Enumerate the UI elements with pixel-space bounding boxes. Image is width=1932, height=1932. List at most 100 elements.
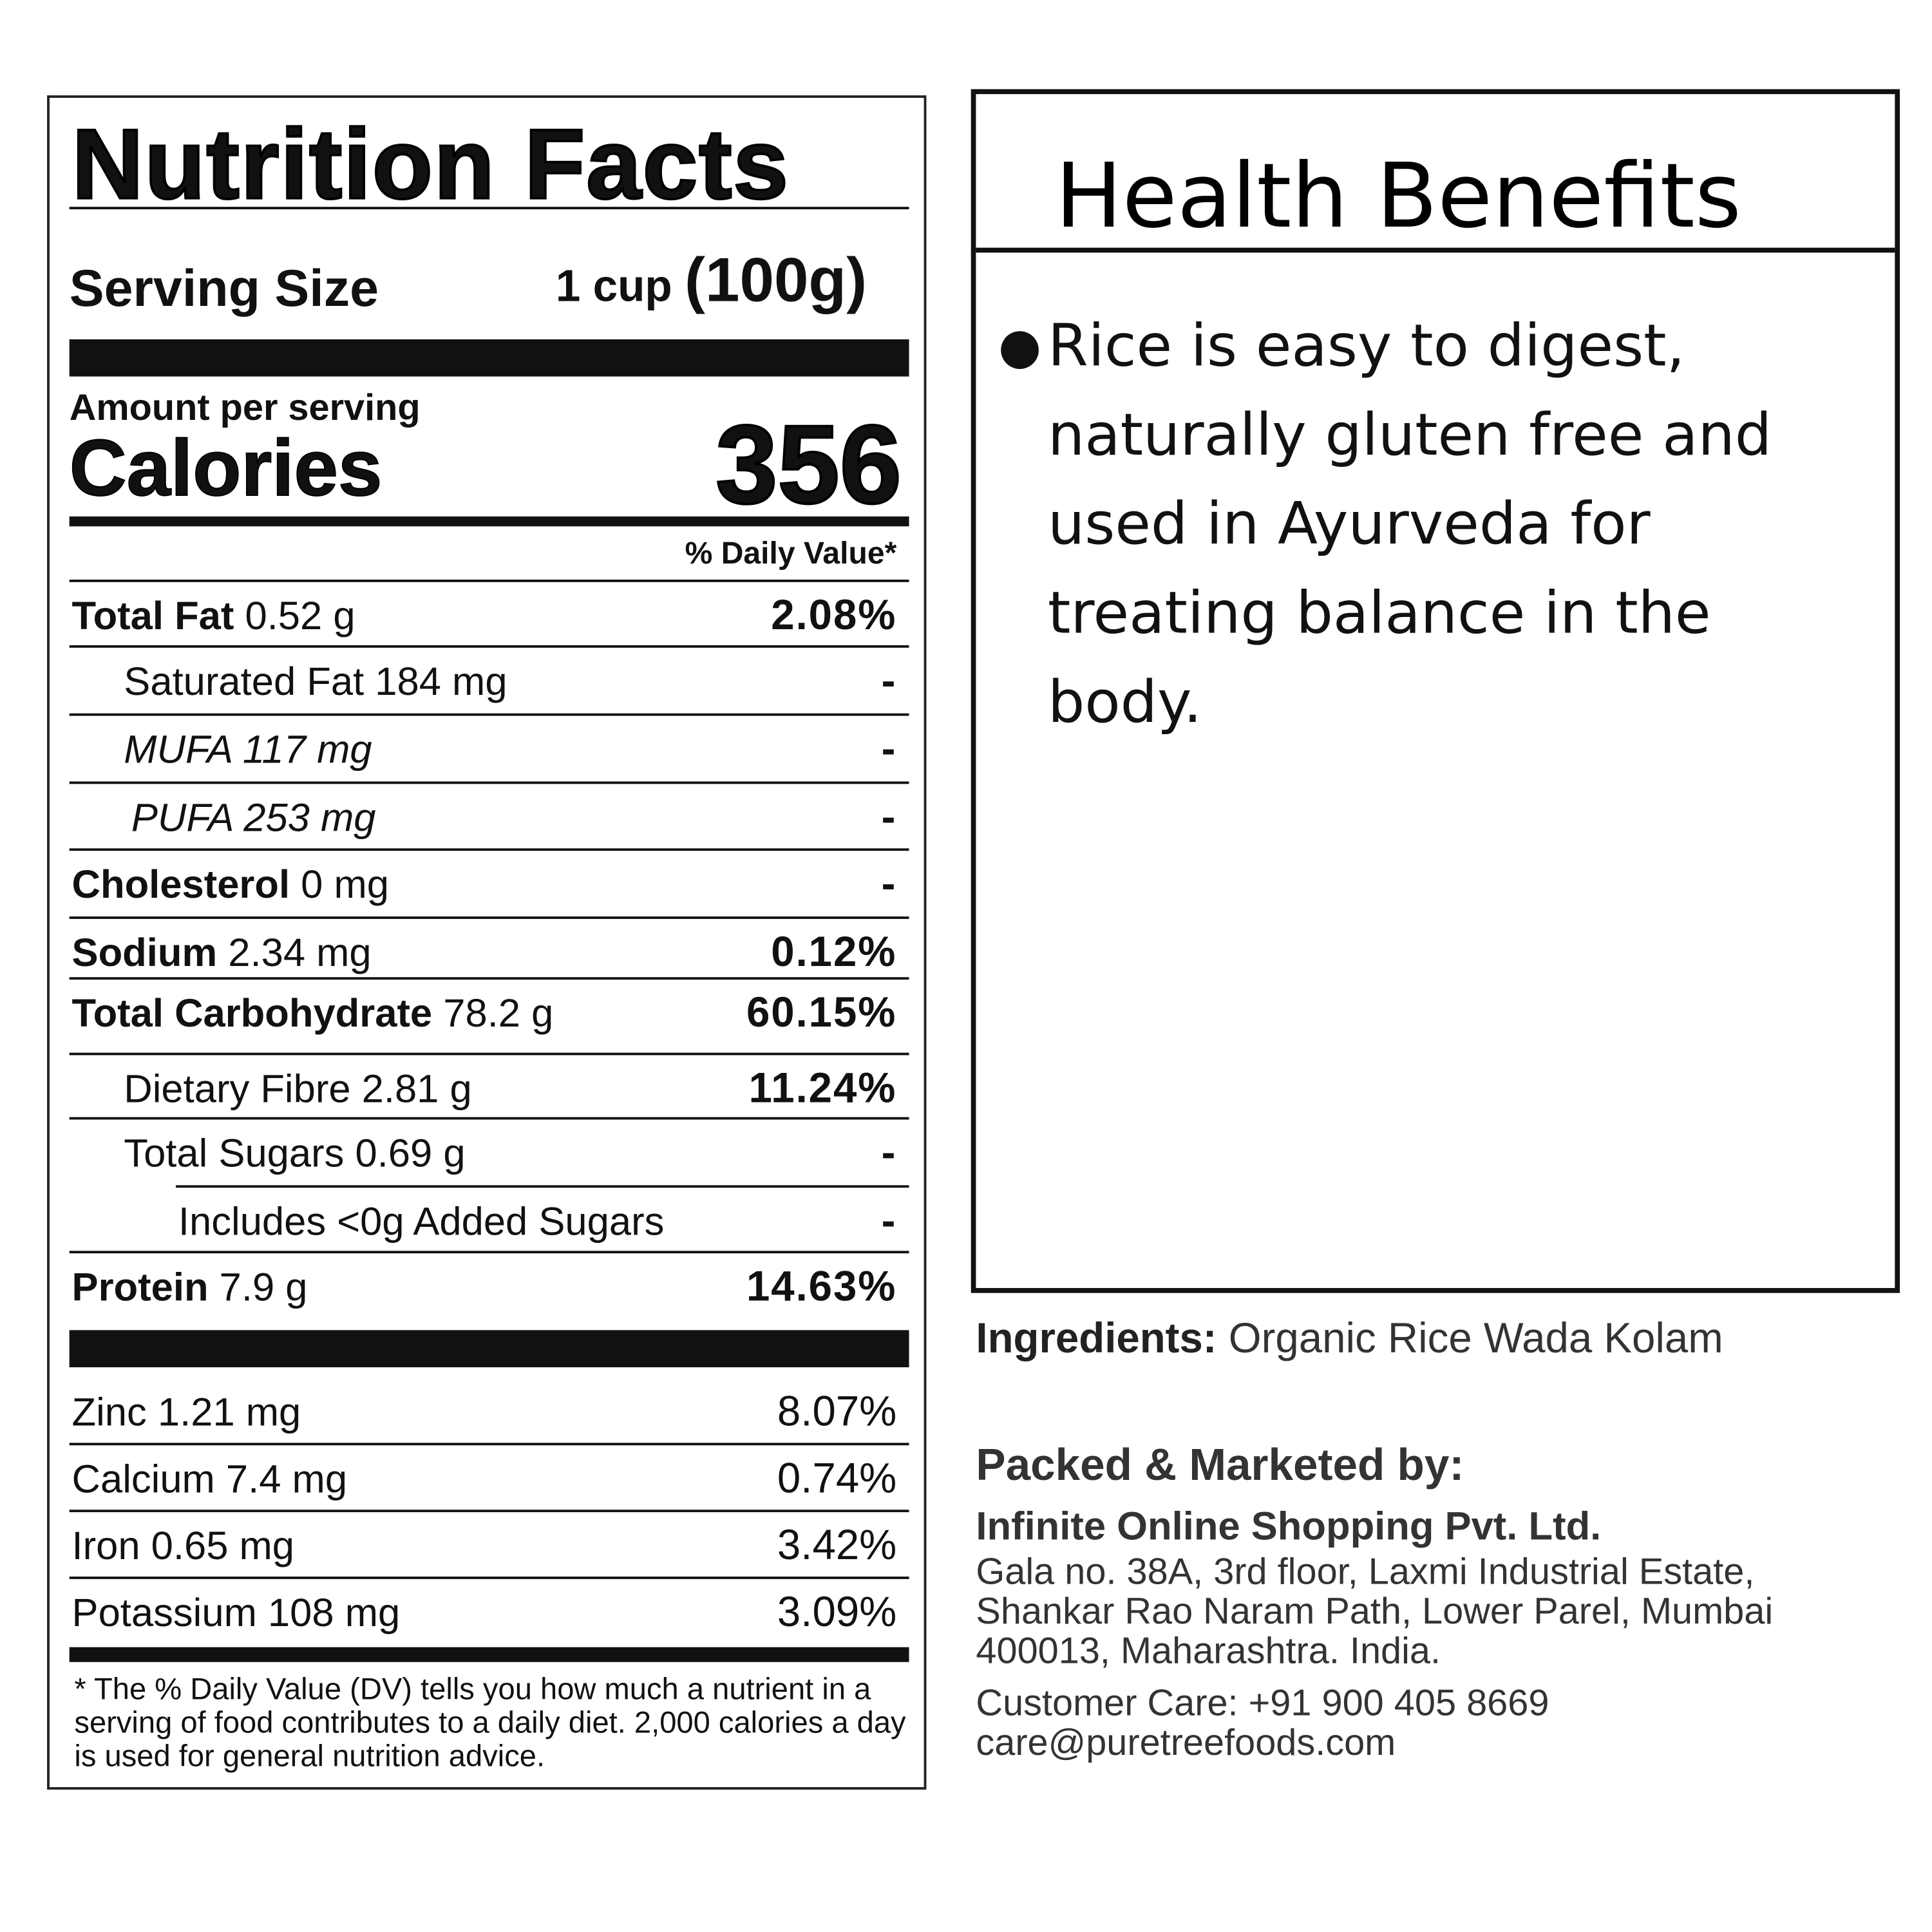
divider [69, 645, 909, 648]
mineral-row: Zinc 1.21 mg 8.07% [70, 1378, 897, 1445]
divider [69, 1052, 909, 1056]
nutrient-dv: - [881, 658, 897, 705]
divider [69, 916, 909, 919]
benefit-text: Rice is easy to digest, naturally gluten… [1047, 312, 1772, 737]
mineral-label: Iron 0.65 mg [71, 1523, 295, 1568]
nutrient-label: Protein 7.9 g [72, 1253, 308, 1320]
nutrient-dv: 60.15% [746, 989, 897, 1037]
divider [69, 207, 909, 210]
daily-value-header: % Daily Value* [685, 536, 897, 571]
nutrient-label: Includes <0g Added Sugars [178, 1188, 664, 1255]
nutrient-amount: 78.2 g [432, 990, 554, 1036]
company-name: Infinite Online Shopping Pvt. Ltd. [976, 1503, 1602, 1548]
nutrient-amount: Total Sugars 0.69 g [124, 1130, 466, 1176]
nutrient-amount: PUFA 253 mg [131, 795, 376, 840]
nutrient-label: Total Sugars 0.69 g [124, 1119, 465, 1186]
nutrient-name: Protein [71, 1264, 209, 1309]
ingredients: Ingredients: Organic Rice Wada Kolam [976, 1315, 1723, 1363]
calories-label: Calories [69, 423, 383, 513]
nutrient-row: Total Sugars 0.69 g - [70, 1119, 897, 1186]
mineral-label: Potassium 108 mg [71, 1590, 401, 1635]
divider [69, 1510, 909, 1513]
serving-size-value: 1 cup (100g) [556, 244, 867, 316]
amount-per-serving: Amount per serving [69, 387, 421, 429]
nutrient-amount: 0 mg [290, 862, 389, 907]
thick-divider [69, 1647, 909, 1662]
nutrient-label: Dietary Fibre 2.81 g [124, 1055, 471, 1122]
divider [69, 1443, 909, 1446]
nutrient-row: Saturated Fat 184 mg - [70, 648, 897, 715]
divider [69, 977, 909, 980]
nutrient-amount: MUFA 117 mg [124, 726, 372, 772]
nutrient-amount: Dietary Fibre 2.81 g [124, 1066, 472, 1112]
nutrient-row: MUFA 117 mg - [70, 716, 897, 783]
nutrient-row: Total Carbohydrate 78.2 g 60.15% [70, 980, 897, 1046]
divider [69, 781, 909, 784]
nutrition-facts-panel: Nutrition Facts Serving Size 1 cup (100g… [47, 95, 927, 1790]
mineral-row: Iron 0.65 mg 3.42% [70, 1512, 897, 1579]
serving-size-label: Serving Size [69, 258, 379, 317]
nutrient-label: MUFA 117 mg [124, 716, 372, 783]
nutrient-dv: 11.24% [748, 1065, 897, 1112]
customer-care: Customer Care: +91 900 405 8669 [976, 1683, 1549, 1724]
nutrient-amount: 0.52 g [234, 593, 355, 638]
calories-value: 356 [714, 402, 903, 529]
mineral-label: Calcium 7.4 mg [71, 1456, 348, 1501]
health-title: Health Benefits [1055, 144, 1741, 248]
nutrient-name: Cholesterol [71, 862, 290, 907]
nutrient-row: Cholesterol 0 mg - [70, 851, 897, 918]
nutrient-amount: Includes <0g Added Sugars [178, 1198, 665, 1244]
bullet-icon: ● [998, 318, 1042, 375]
nutrient-name: Sodium [71, 930, 218, 975]
address: Gala no. 38A, 3rd floor, Laxmi Industria… [976, 1551, 1774, 1672]
contact: Customer Care: +91 900 405 8669 care@pur… [976, 1683, 1549, 1764]
thick-divider [69, 1330, 909, 1368]
nutrient-name: Total Carbohydrate [71, 990, 433, 1036]
benefit-item: ● Rice is easy to digest, naturally glut… [998, 302, 1865, 748]
nutrient-label: Cholesterol 0 mg [72, 851, 389, 918]
divider [69, 1117, 909, 1120]
nutrient-dv: - [881, 793, 897, 841]
nutrient-dv: - [881, 725, 897, 773]
email-link[interactable]: care@puretreefoods.com [976, 1723, 1396, 1764]
mineral-row: Potassium 108 mg 3.09% [70, 1579, 897, 1646]
mineral-dv: 3.42% [777, 1522, 897, 1569]
nutrient-dv: 14.63% [746, 1263, 897, 1311]
mineral-row: Calcium 7.4 mg 0.74% [70, 1445, 897, 1512]
divider [69, 1577, 909, 1579]
nutrient-row: Total Fat 0.52 g 2.08% [70, 582, 897, 649]
serving-weight: (100g) [684, 245, 867, 315]
serving-amount: 1 cup [555, 260, 672, 311]
nutrient-dv: 2.08% [771, 592, 897, 639]
packer-heading: Packed & Marketed by: [976, 1439, 1464, 1490]
divider [976, 247, 1895, 253]
nutrition-title: Nutrition Facts [71, 108, 790, 220]
ingredients-value: Organic Rice Wada Kolam [1228, 1315, 1723, 1363]
divider [69, 580, 909, 582]
nutrient-row: Protein 7.9 g 14.63% [70, 1253, 897, 1320]
nutrient-dv: 0.12% [771, 929, 897, 976]
mineral-dv: 8.07% [777, 1388, 897, 1435]
medium-divider [69, 516, 909, 527]
ingredients-label: Ingredients: [976, 1315, 1217, 1363]
nutrient-name: Total Fat [71, 593, 234, 638]
health-benefits-panel: Health Benefits ● Rice is easy to digest… [971, 89, 1900, 1293]
footnote: * The % Daily Value (DV) tells you how m… [74, 1673, 906, 1774]
divider [69, 1251, 909, 1254]
divider [69, 848, 909, 851]
nutrient-label: Total Fat 0.52 g [72, 582, 355, 649]
nutrient-dv: - [881, 860, 897, 908]
divider [176, 1185, 909, 1188]
divider [69, 713, 909, 716]
nutrient-label: Total Carbohydrate 78.2 g [72, 980, 554, 1046]
nutrient-amount: 7.9 g [208, 1264, 308, 1309]
nutrient-row: Includes <0g Added Sugars - [70, 1188, 897, 1255]
nutrient-label: PUFA 253 mg [131, 784, 376, 851]
nutrient-row: Dietary Fibre 2.81 g 11.24% [70, 1055, 897, 1122]
nutrient-dv: - [881, 1129, 897, 1177]
thick-divider [69, 339, 909, 377]
nutrient-amount: 2.34 mg [217, 930, 372, 975]
nutrient-row: Sodium 2.34 mg 0.12% [70, 919, 897, 986]
mineral-label: Zinc 1.21 mg [71, 1389, 301, 1434]
nutrient-label: Saturated Fat 184 mg [124, 648, 507, 715]
